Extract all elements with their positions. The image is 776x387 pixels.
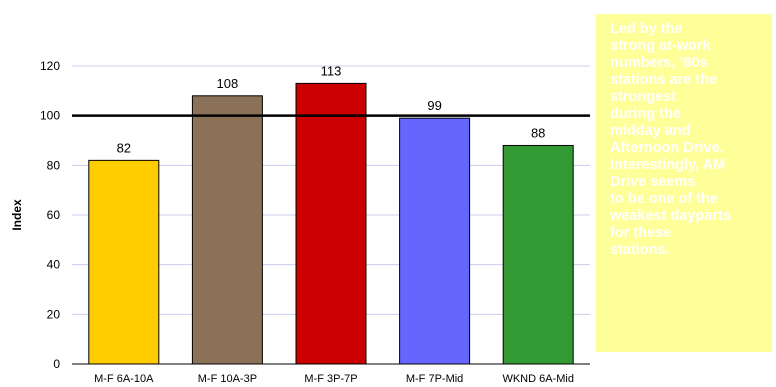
bar (399, 117, 471, 365)
callout-line: Afternoon Drive. (610, 140, 724, 156)
x-tick-label: M-F 7P-Mid (406, 373, 463, 385)
data-label: 99 (427, 98, 441, 113)
y-tick-label: 0 (53, 357, 60, 371)
callout-line: weakest dayparts (610, 208, 731, 224)
bar (295, 82, 367, 365)
y-tick-label: 60 (47, 208, 61, 222)
y-tick-label: 20 (47, 307, 61, 321)
data-label: 113 (321, 63, 342, 78)
bar-chart: 0 20 40 60 80 100 120 Index 82 M-F 6A-10A 108 M-F 1… (10, 59, 590, 385)
y-tick-label: 40 (47, 258, 61, 272)
data-label: 108 (217, 76, 239, 91)
callout-line: during the (610, 106, 681, 122)
y-tick-label: 100 (40, 109, 60, 123)
y-tick-label: 80 (47, 158, 61, 172)
callout-line: to be one of the (610, 191, 718, 207)
data-label: 88 (531, 125, 545, 140)
callout-line: numbers, ’80s (610, 55, 708, 71)
callout-line: Led by the (610, 21, 683, 37)
y-tick-label: 120 (40, 59, 60, 73)
callout-box: Led by the strong at-work numbers, ’80s … (596, 14, 772, 352)
y-axis-label: Index (10, 199, 24, 231)
callout-line: for these (610, 225, 672, 241)
x-tick-label: M-F 10A-3P (198, 373, 257, 385)
callout-line: stations. (610, 242, 670, 258)
callout-line: Interestingly, AM (610, 157, 726, 173)
data-label: 82 (117, 140, 131, 155)
callout-line: strongest (610, 89, 677, 105)
callout-line: stations are the (610, 72, 718, 88)
bar (502, 144, 574, 365)
x-tick-label: M-F 3P-7P (304, 373, 357, 385)
callout-line: Drive seems (610, 174, 696, 190)
x-tick-label: M-F 6A-10A (94, 373, 154, 385)
callout-line: strong at-work (610, 38, 711, 54)
bar (191, 95, 263, 365)
x-tick-label: WKND 6A-Mid (502, 373, 574, 385)
bar (88, 159, 160, 365)
callout-line: midday and (610, 123, 691, 139)
